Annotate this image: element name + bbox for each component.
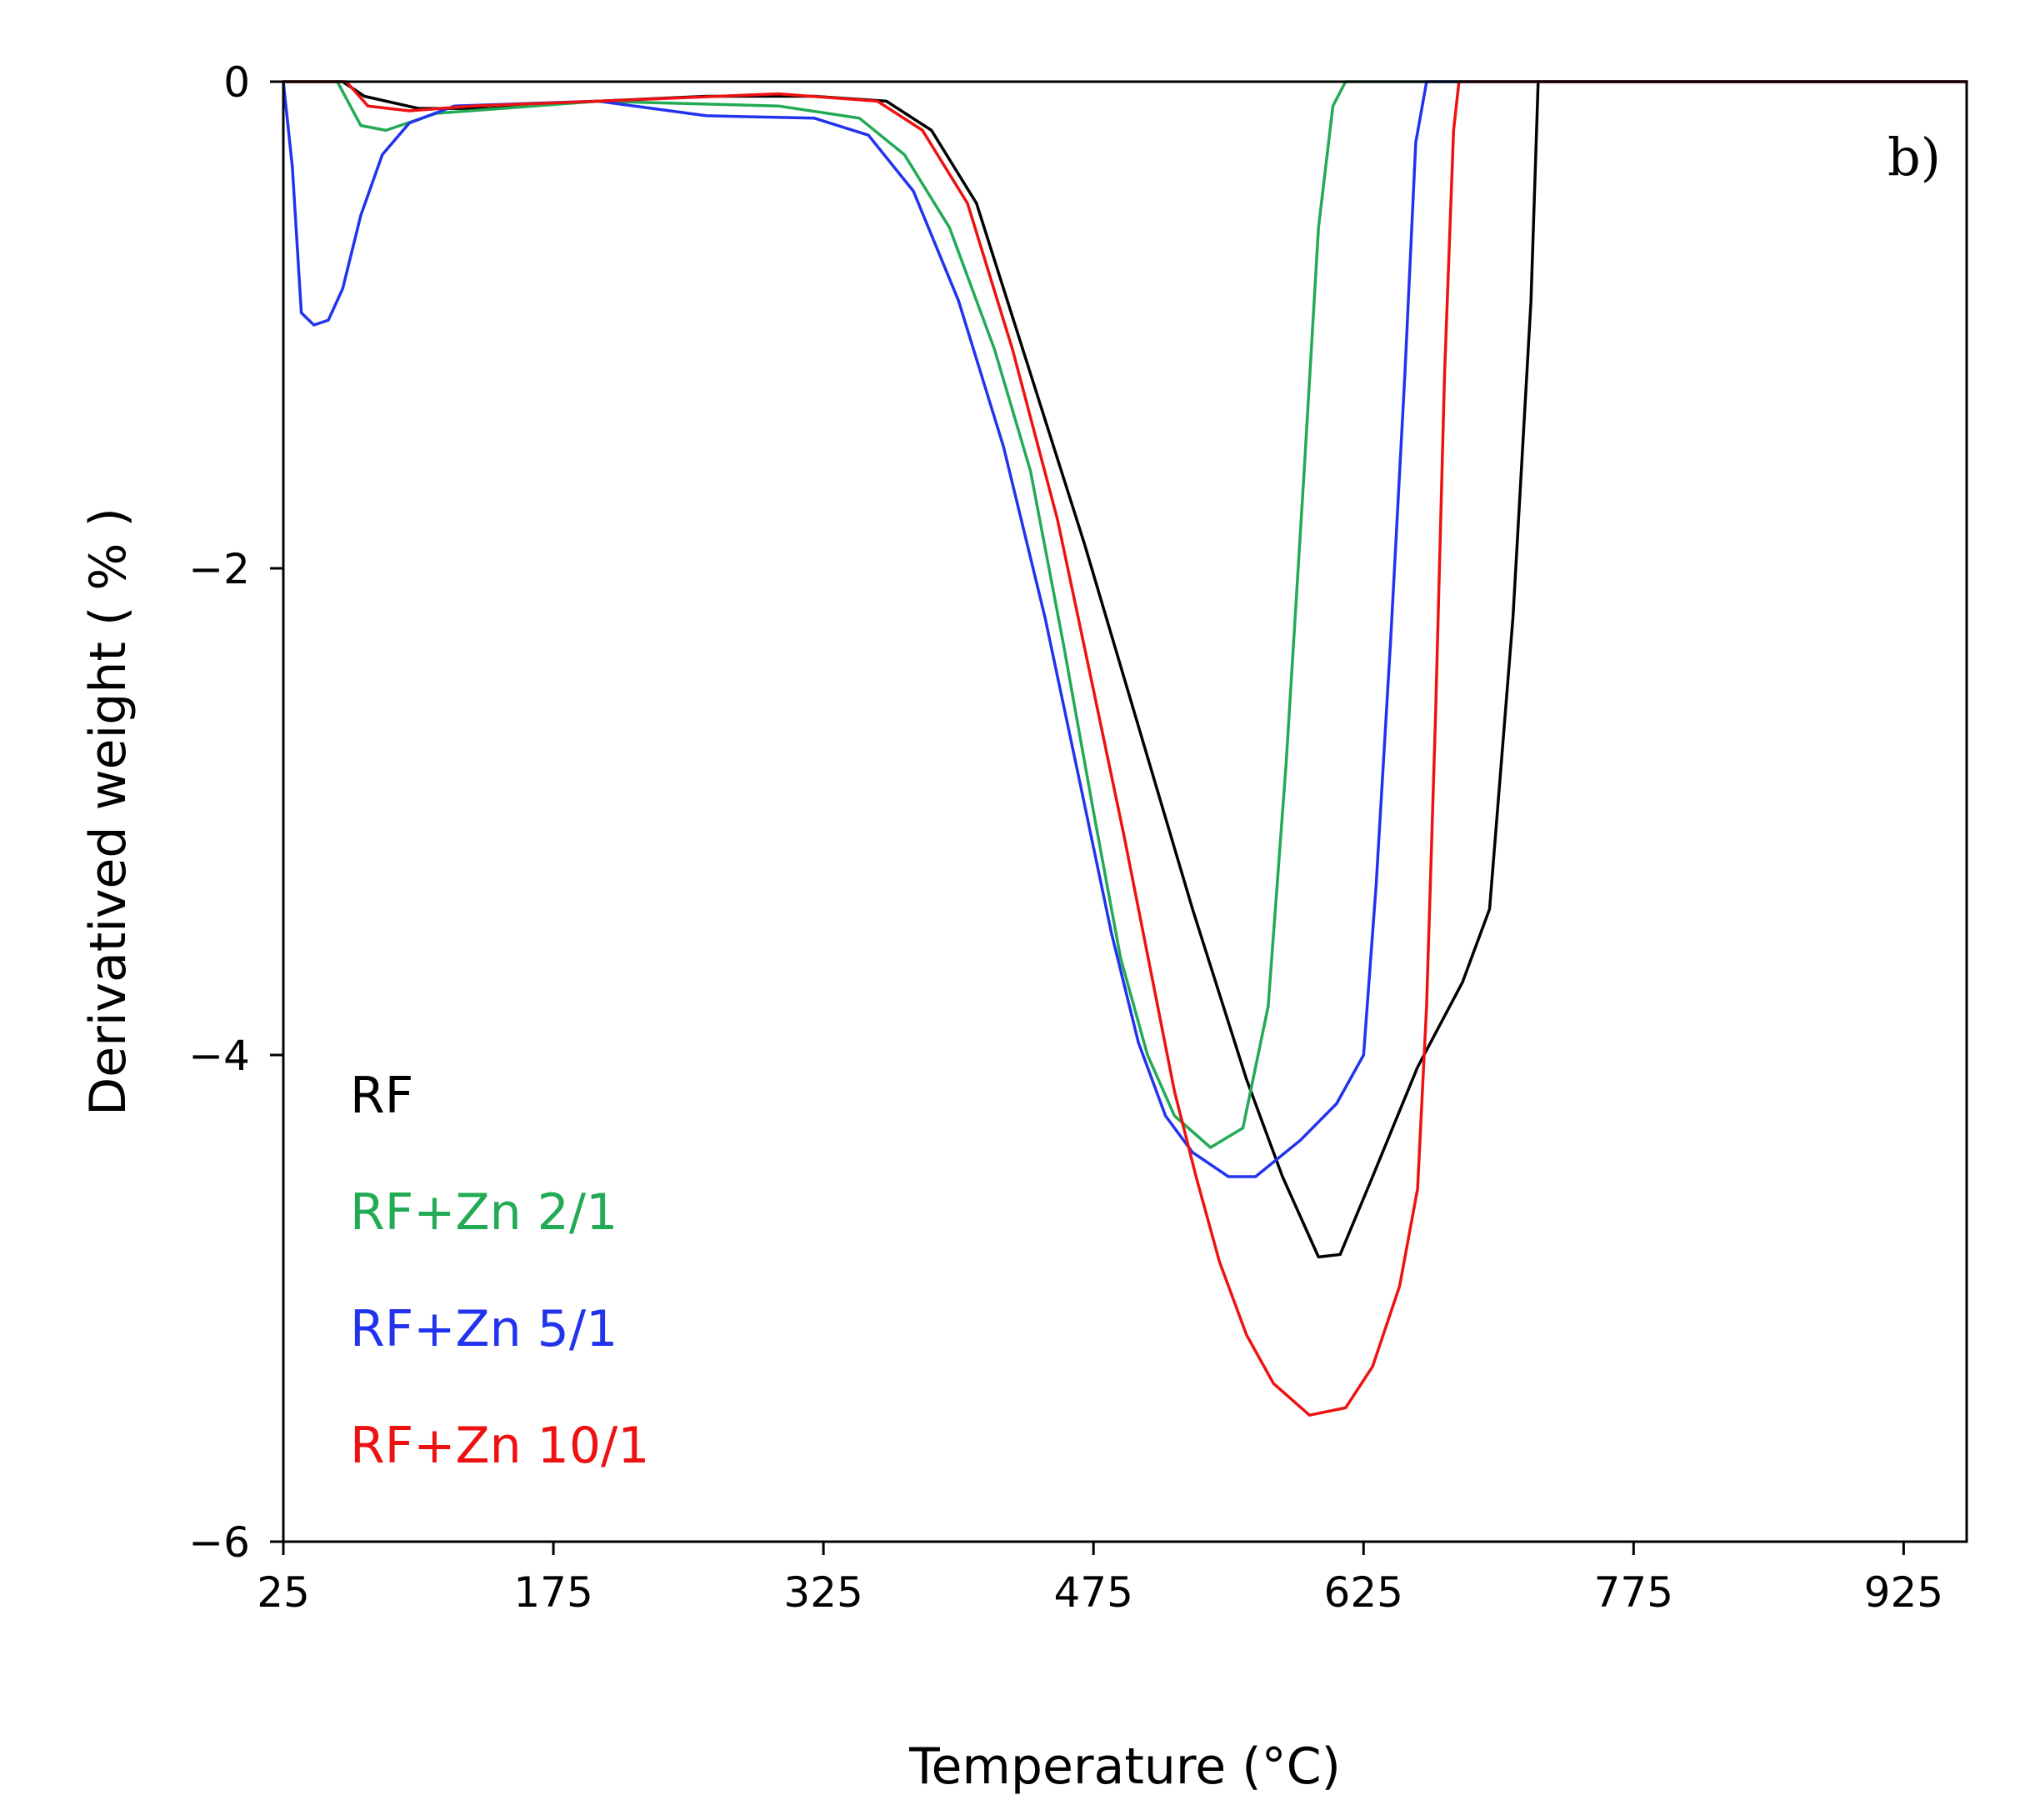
y-tick-label-2: −4 [188, 1032, 250, 1080]
y-tick-label-1: −2 [188, 545, 250, 593]
x-tick-label-0: 25 [257, 1568, 310, 1617]
series-layer [282, 80, 1968, 1417]
y-axis-title: Derivatived weight ( % ) [79, 508, 138, 1116]
series-line-2 [282, 80, 1968, 1178]
legend-entry-0: RF [350, 1067, 413, 1125]
legend-entry-2: RF+Zn 5/1 [350, 1300, 618, 1358]
x-tick-label-1: 175 [513, 1568, 592, 1617]
y-tick-label-3: −6 [188, 1518, 250, 1567]
legend-entry-3: RF+Zn 10/1 [350, 1417, 649, 1475]
ticks-layer: 25 175 325 475 625 775 925 0 −2 −4 −6 [188, 58, 1943, 1617]
y-tick-label-0: 0 [223, 58, 250, 107]
plot-frame [282, 80, 1968, 1543]
series-line-1 [282, 80, 1968, 1149]
panel-label: b) [1888, 127, 1941, 188]
legend: RF RF+Zn 2/1 RF+Zn 5/1 RF+Zn 10/1 [350, 1067, 649, 1475]
x-tick-label-4: 625 [1324, 1568, 1403, 1617]
series-line-3 [282, 80, 1968, 1417]
x-tick-label-2: 325 [783, 1568, 862, 1617]
x-tick-label-5: 775 [1594, 1568, 1673, 1617]
x-axis-title: Temperature (°C) [908, 1738, 1341, 1796]
x-tick-label-6: 925 [1864, 1568, 1943, 1617]
legend-entry-1: RF+Zn 2/1 [350, 1183, 618, 1242]
x-tick-label-3: 475 [1053, 1568, 1132, 1617]
